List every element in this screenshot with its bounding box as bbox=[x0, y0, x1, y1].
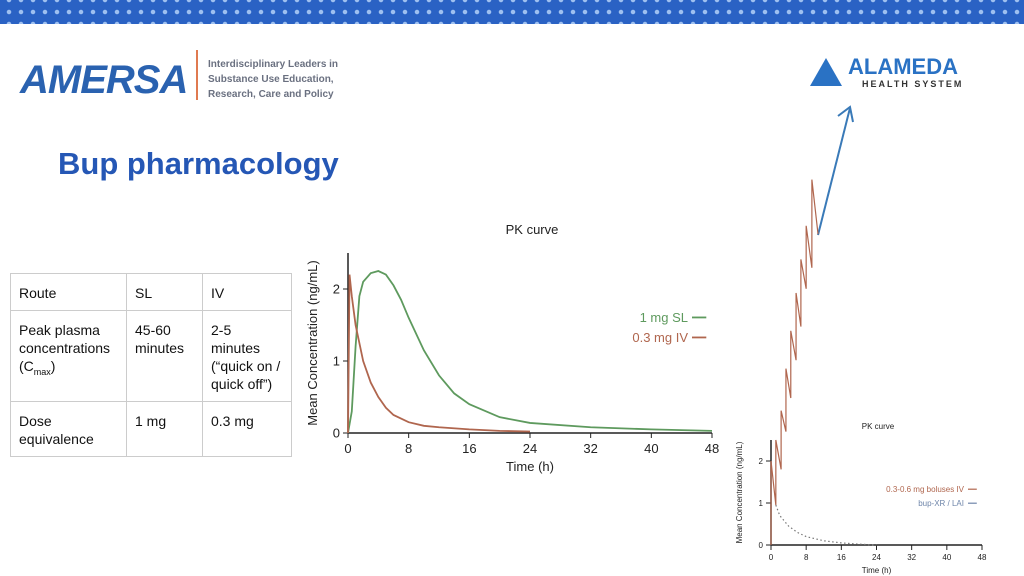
x-tick-label: 8 bbox=[804, 553, 809, 562]
cell-text: Peak plasma concentrations (C bbox=[19, 322, 111, 374]
x-tick-label: 48 bbox=[978, 553, 987, 562]
tagline-line: Research, Care and Policy bbox=[208, 89, 334, 100]
logo-right: ALAMEDA bbox=[848, 54, 958, 79]
banner bbox=[0, 0, 1024, 24]
cell: 0.3 mg bbox=[202, 401, 292, 457]
x-tick-label: 0 bbox=[769, 553, 774, 562]
cell: Peak plasma concentrations (Cmax) bbox=[10, 310, 127, 402]
x-tick-label: 48 bbox=[705, 441, 719, 456]
legend-label: 0.3 mg IV bbox=[632, 330, 688, 345]
legend-label: 0.3-0.6 mg boluses IV bbox=[886, 485, 964, 494]
tagline: Interdisciplinary Leaders in Substance U… bbox=[208, 57, 338, 102]
divider bbox=[196, 50, 198, 100]
x-tick-label: 24 bbox=[872, 553, 881, 562]
y-tick-label: 1 bbox=[759, 499, 764, 508]
x-axis-label: Time (h) bbox=[862, 566, 892, 575]
y-axis-label: Mean Concentration (ng/mL) bbox=[305, 260, 320, 425]
logo-icon bbox=[810, 58, 842, 86]
x-tick-label: 24 bbox=[523, 441, 537, 456]
logo-right-sub: HEALTH SYSTEM bbox=[862, 79, 964, 89]
tagline-line: Substance Use Education, bbox=[208, 74, 334, 85]
x-tick-label: 8 bbox=[405, 441, 412, 456]
header-cell: Route bbox=[10, 273, 127, 311]
series-line bbox=[347, 274, 531, 434]
series-line bbox=[770, 179, 819, 545]
series-line bbox=[775, 504, 877, 546]
x-tick-label: 32 bbox=[907, 553, 916, 562]
legend-label: bup-XR / LAI bbox=[918, 499, 964, 508]
chart-title: PK curve bbox=[862, 422, 895, 431]
y-tick-label: 0 bbox=[333, 426, 340, 441]
tagline-line: Interdisciplinary Leaders in bbox=[208, 59, 339, 70]
chart-title: PK curve bbox=[506, 222, 559, 237]
y-tick-label: 0 bbox=[759, 541, 764, 550]
cell: 2-5 minutes (“quick on / quick off”) bbox=[202, 310, 292, 402]
legend-label: 1 mg SL bbox=[640, 310, 688, 325]
cell: 45-60 minutes bbox=[126, 310, 203, 402]
cell-sub: max bbox=[33, 366, 51, 377]
y-axis-label: Mean Concentration (ng/mL) bbox=[735, 441, 744, 543]
series-line bbox=[347, 270, 713, 434]
arrow bbox=[817, 107, 851, 236]
x-tick-label: 16 bbox=[462, 441, 476, 456]
x-tick-label: 40 bbox=[644, 441, 658, 456]
slide-title: Bup pharmacology bbox=[58, 146, 339, 181]
y-tick-label: 2 bbox=[759, 457, 764, 466]
y-tick-label: 1 bbox=[333, 354, 340, 369]
arrow-head bbox=[837, 105, 854, 123]
x-axis-label: Time (h) bbox=[506, 459, 554, 474]
cell: Dose equivalence bbox=[10, 401, 127, 457]
x-tick-label: 40 bbox=[942, 553, 951, 562]
x-tick-label: 32 bbox=[583, 441, 597, 456]
y-tick-label: 2 bbox=[333, 282, 340, 297]
logo-left: AMERSA bbox=[20, 58, 188, 102]
x-tick-label: 16 bbox=[837, 553, 846, 562]
x-tick-label: 0 bbox=[344, 441, 351, 456]
table: Route SL IV Peak plasma concentrations (Cm… bbox=[10, 273, 292, 457]
cell-text: ) bbox=[50, 358, 56, 374]
